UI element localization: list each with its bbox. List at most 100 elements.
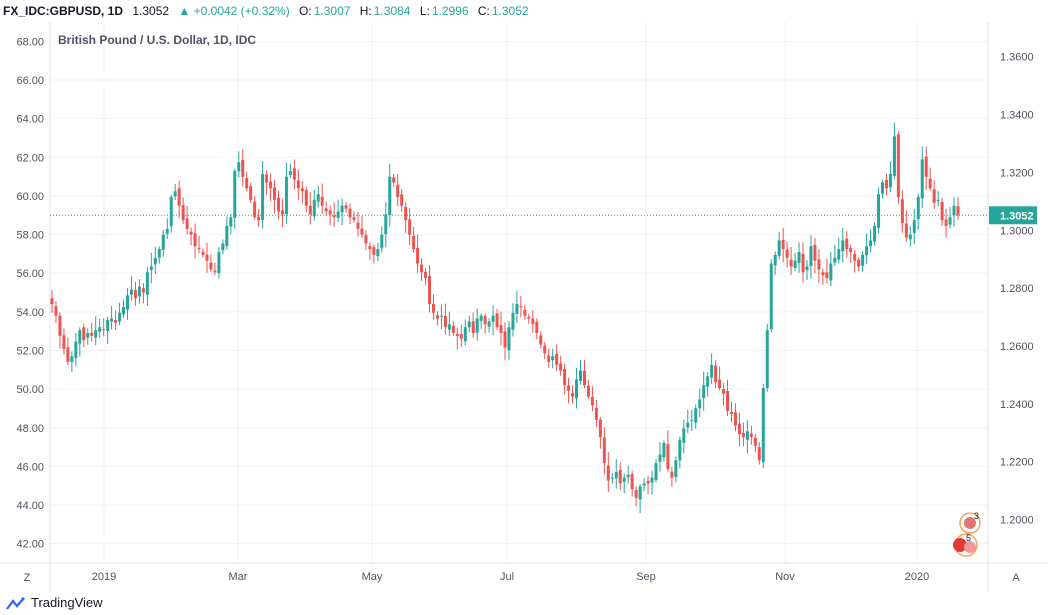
candle-body xyxy=(900,199,904,224)
candle-body xyxy=(261,173,265,220)
candle-body xyxy=(769,263,773,330)
right-tick-label: 1.2200 xyxy=(1000,457,1034,469)
candle-body xyxy=(857,259,861,267)
candle-body xyxy=(447,324,451,330)
last-price: 1.3052 xyxy=(132,4,170,18)
candle-body xyxy=(197,247,201,250)
candle-body xyxy=(431,303,435,313)
symbol-title[interactable]: FX_IDC:GBPUSD, 1D xyxy=(3,4,124,18)
left-tick-label: 46.00 xyxy=(16,461,44,473)
candle-body xyxy=(324,208,328,212)
candle-body xyxy=(300,188,304,192)
candle-body xyxy=(129,289,133,295)
event-badge-5[interactable]: 5 xyxy=(953,533,978,557)
auto-scale-left-button[interactable]: Z xyxy=(16,568,38,586)
left-tick-label: 58.00 xyxy=(16,230,44,242)
candle-body xyxy=(527,316,531,319)
candle-body xyxy=(571,393,575,397)
candle-body xyxy=(141,288,145,293)
price-line: 1.3052 xyxy=(50,206,1037,225)
auto-scale-right-label: A xyxy=(1012,572,1020,584)
candle-body xyxy=(765,330,769,389)
candle-body xyxy=(706,376,710,387)
candle-body xyxy=(213,270,217,273)
event-badge-3[interactable]: 3 xyxy=(959,511,981,534)
candle-body xyxy=(221,243,225,251)
candle-body xyxy=(718,379,722,388)
candle-body xyxy=(110,318,114,322)
candle-body xyxy=(845,238,849,250)
auto-scale-right-button[interactable]: A xyxy=(1005,568,1027,586)
candle-body xyxy=(245,178,249,189)
event-count-3: 3 xyxy=(974,511,979,521)
candle-body xyxy=(511,312,515,330)
candle-body xyxy=(877,194,881,228)
candle-body xyxy=(396,184,400,198)
candle-body xyxy=(384,214,388,234)
candle-body xyxy=(888,173,892,188)
candle-body xyxy=(82,327,86,341)
candle-body xyxy=(837,249,841,260)
right-tick-label: 1.3000 xyxy=(1000,225,1034,237)
close-value: 1.3052 xyxy=(491,4,529,18)
candle-body xyxy=(408,219,412,235)
right-tick-label: 1.2600 xyxy=(1000,341,1034,353)
candle-body xyxy=(201,251,205,255)
close-label: C: xyxy=(477,4,490,18)
candle-body xyxy=(674,460,678,478)
candle-body xyxy=(149,266,153,271)
candle-body xyxy=(658,454,662,462)
candle-body xyxy=(948,217,952,225)
candle-body xyxy=(606,465,610,481)
candle-body xyxy=(467,321,471,328)
chart-pane[interactable]: 42.00 44.00 46.00 48.00 50.00 52.00 54.00 56.00… xyxy=(0,22,1048,592)
low-value: 1.2996 xyxy=(431,4,469,18)
left-price-axis[interactable]: 42.00 44.00 46.00 48.00 50.00 52.00 54.00 56.00… xyxy=(16,36,44,550)
candle-body xyxy=(594,408,598,420)
candle-body xyxy=(257,216,261,221)
candle-body xyxy=(956,206,960,216)
candle-body xyxy=(233,170,237,218)
candle-body xyxy=(312,199,316,217)
candle-body xyxy=(801,253,805,273)
candle-body xyxy=(237,162,241,172)
candle-body xyxy=(114,320,118,323)
candle-body xyxy=(70,356,74,362)
candle-body xyxy=(320,196,324,206)
candle-body xyxy=(54,306,58,316)
candle-body xyxy=(185,218,189,229)
open-label: O: xyxy=(299,4,312,18)
left-tick-label: 50.00 xyxy=(16,384,44,396)
candle-body xyxy=(646,480,650,484)
candle-body xyxy=(690,419,694,421)
left-axis-bg xyxy=(0,22,50,570)
right-price-axis[interactable]: 1.2000 1.2200 1.2400 1.2600 1.2800 1.3000 1.32… xyxy=(1000,52,1034,527)
candle-body xyxy=(924,156,928,177)
candle-body xyxy=(133,289,137,299)
candle-body xyxy=(662,442,666,458)
tradingview-icon xyxy=(6,596,25,610)
right-tick-label: 1.2800 xyxy=(1000,283,1034,295)
time-axis[interactable]: 2019 Mar May Jul Sep Nov 2020 xyxy=(92,571,929,583)
candle-body xyxy=(785,249,789,258)
candle-body xyxy=(455,333,459,336)
candle-body xyxy=(288,170,292,175)
candle-body xyxy=(666,444,670,469)
candle-body xyxy=(507,327,511,351)
candle-body xyxy=(404,206,408,221)
candle-body xyxy=(551,356,555,361)
tradingview-logo[interactable]: TradingView xyxy=(6,595,103,611)
candle-body xyxy=(451,325,455,334)
open-value: 1.3007 xyxy=(313,4,351,18)
candle-body xyxy=(304,189,308,206)
candle-body xyxy=(908,234,912,240)
candle-body xyxy=(849,248,853,252)
candle-body xyxy=(618,469,622,484)
right-tick-label: 1.3200 xyxy=(1000,167,1034,179)
candle-body xyxy=(865,246,869,256)
candle-body xyxy=(372,247,376,255)
candle-body xyxy=(392,177,396,183)
candle-body xyxy=(892,136,896,176)
candle-body xyxy=(753,437,757,446)
candle-body xyxy=(670,471,674,478)
